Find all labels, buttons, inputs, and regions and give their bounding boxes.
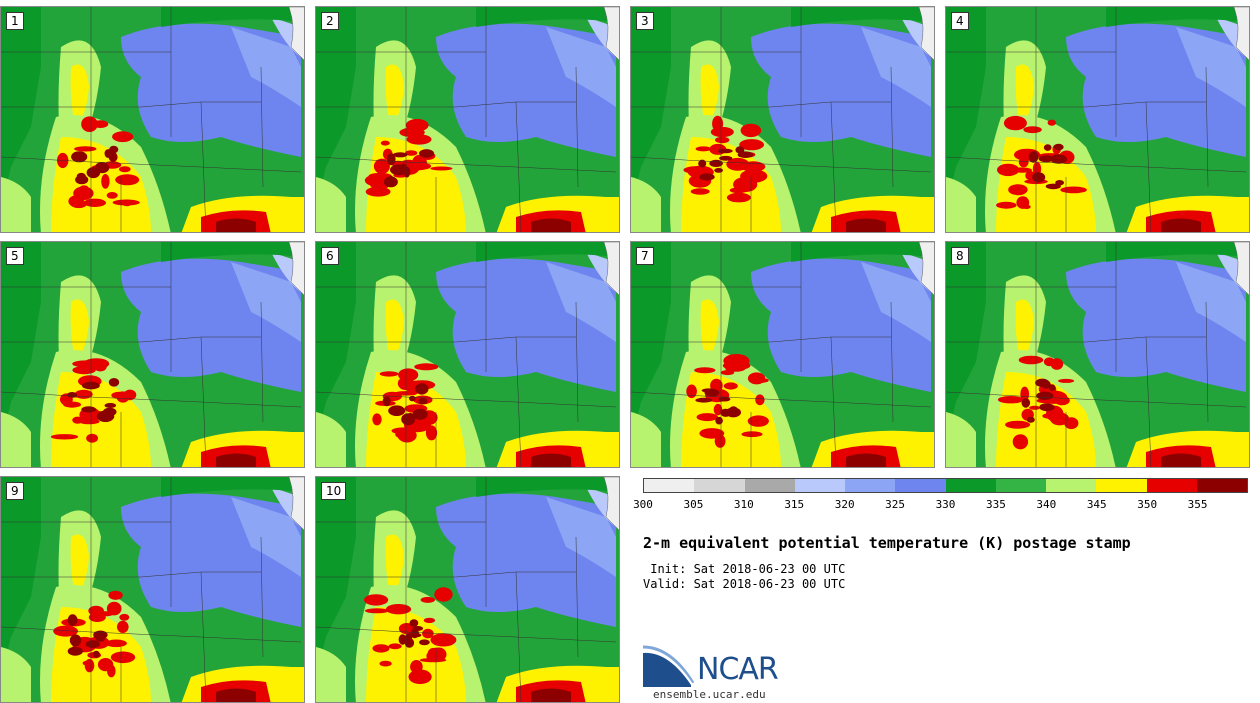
scale-tick-label: 325 xyxy=(885,498,906,511)
panel-number: 1 xyxy=(6,12,24,30)
panel-number: 8 xyxy=(951,247,969,265)
scale-tick-label: 320 xyxy=(834,498,855,511)
color-swatch xyxy=(644,479,695,492)
color-swatch xyxy=(1046,479,1097,492)
scale-tick-label: 355 xyxy=(1187,498,1208,511)
color-swatch xyxy=(945,479,996,492)
map-panel: 5 xyxy=(0,241,305,468)
panel-number: 5 xyxy=(6,247,24,265)
time-info: Init: Sat 2018-06-23 00 UTC Valid: Sat 2… xyxy=(643,562,845,592)
panel-number: 2 xyxy=(321,12,339,30)
ncar-logo-icon xyxy=(643,645,695,687)
map-panel: 10 xyxy=(315,476,620,703)
ncar-logo-text: NCAR xyxy=(697,652,779,687)
scale-tick-label: 335 xyxy=(985,498,1006,511)
color-swatch xyxy=(845,479,896,492)
scale-tick-label: 305 xyxy=(683,498,704,511)
scale-tick-label: 330 xyxy=(935,498,956,511)
color-swatch xyxy=(1096,479,1147,492)
color-swatch xyxy=(794,479,845,492)
scale-tick-label: 345 xyxy=(1086,498,1107,511)
color-swatch xyxy=(694,479,745,492)
map-panel: 8 xyxy=(945,241,1250,468)
color-scale-bar xyxy=(643,478,1248,493)
color-swatch xyxy=(1196,479,1247,492)
map-panel: 4 xyxy=(945,6,1250,233)
panel-number: 3 xyxy=(636,12,654,30)
map-panel: 7 xyxy=(630,241,935,468)
map-panel: 6 xyxy=(315,241,620,468)
map-panel: 2 xyxy=(315,6,620,233)
init-time: Init: Sat 2018-06-23 00 UTC xyxy=(643,562,846,576)
valid-time: Valid: Sat 2018-06-23 00 UTC xyxy=(643,577,846,591)
map-panel: 9 xyxy=(0,476,305,703)
figure-title: 2-m equivalent potential temperature (K)… xyxy=(643,534,1131,552)
map-panel: 3 xyxy=(630,6,935,233)
color-swatch xyxy=(895,479,946,492)
panel-number: 4 xyxy=(951,12,969,30)
scale-tick-label: 350 xyxy=(1137,498,1158,511)
panel-number: 9 xyxy=(6,482,24,500)
color-swatch xyxy=(995,479,1046,492)
scale-tick-label: 315 xyxy=(784,498,805,511)
scale-tick-label: 300 xyxy=(633,498,653,511)
logo-url: ensemble.ucar.edu xyxy=(653,688,766,701)
map-panel: 1 xyxy=(0,6,305,233)
scale-tick-label: 310 xyxy=(733,498,754,511)
color-swatch xyxy=(1146,479,1197,492)
panel-number: 6 xyxy=(321,247,339,265)
scale-tick-label: 340 xyxy=(1036,498,1057,511)
panel-number: 7 xyxy=(636,247,654,265)
color-swatch xyxy=(744,479,795,492)
panel-number: 10 xyxy=(321,482,347,500)
